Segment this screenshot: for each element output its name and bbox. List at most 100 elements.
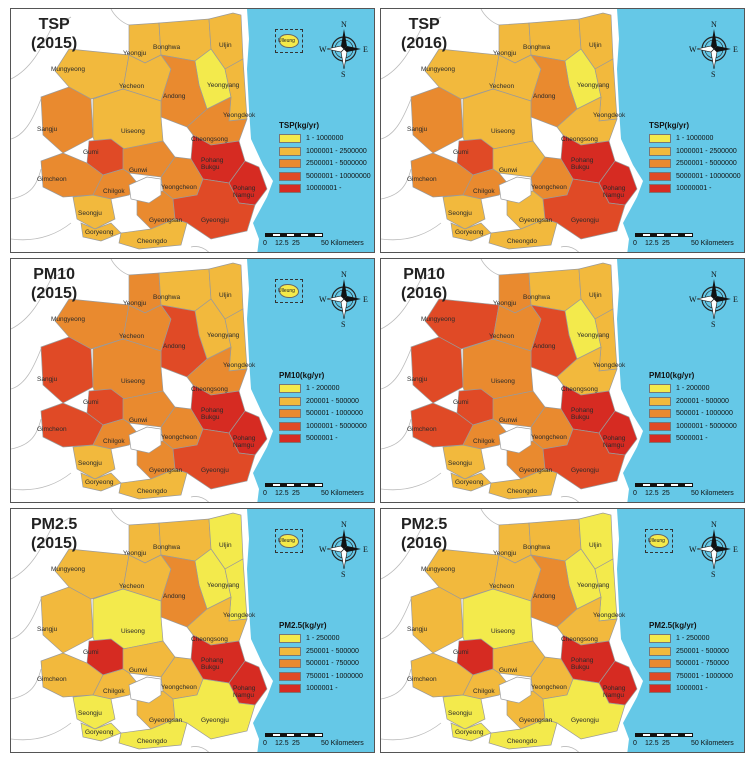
legend-item: 2500001 - 5000000 bbox=[649, 158, 741, 169]
compass-e: E bbox=[733, 45, 738, 54]
sea bbox=[247, 9, 374, 252]
region-label: Mungyeong bbox=[421, 566, 455, 573]
panel-title-pollutant: PM2.5 bbox=[401, 516, 448, 533]
legend-item-label: 5000001 - 10000000 bbox=[306, 172, 371, 180]
region-label: Cheongsong bbox=[191, 386, 228, 393]
region-label: Yecheon bbox=[119, 83, 144, 90]
region-label: Uiseong bbox=[121, 378, 145, 385]
legend-item-label: 1000001 - 5000000 bbox=[676, 422, 737, 430]
region-label: Gyeongju bbox=[571, 217, 599, 224]
region-label: Yeongcheon bbox=[161, 434, 197, 441]
legend: TSP(kg/yr) 1 - 1000000 1000001 - 2500000 25… bbox=[279, 121, 371, 196]
region-label: Gunwi bbox=[499, 417, 517, 424]
region-label: Gyeongsan bbox=[149, 217, 183, 224]
region-label: Pohang Bukgu bbox=[201, 407, 224, 421]
region-cheongdo bbox=[118, 468, 188, 500]
legend-swatch bbox=[649, 684, 671, 693]
region-label: Seongju bbox=[78, 210, 102, 217]
legend-item: 250001 - 500000 bbox=[649, 646, 733, 657]
panel-title: PM10 (2015) bbox=[31, 265, 77, 303]
region-label: Andong bbox=[163, 593, 186, 600]
legend-item: 500001 - 1000000 bbox=[279, 408, 367, 419]
panel-title-pollutant: PM10 bbox=[403, 266, 446, 283]
region-label: Gumi bbox=[453, 399, 469, 406]
legend-item: 10000001 - bbox=[649, 183, 741, 194]
legend-item-label: 1000001 - 5000000 bbox=[306, 422, 367, 430]
legend-item-label: 5000001 - bbox=[676, 435, 708, 442]
scale-tick-label: 12.5 bbox=[275, 490, 289, 497]
outside-boundaries bbox=[381, 9, 580, 252]
map-panel: Yeongju Bonghwa Uljin Mungyeong Yecheon Yeong… bbox=[380, 258, 745, 503]
city-area bbox=[498, 676, 532, 704]
scale-tick-label: 0 bbox=[263, 740, 267, 747]
region-label: Uiseong bbox=[121, 128, 145, 135]
legend-item-label: 500001 - 750000 bbox=[676, 660, 729, 667]
region-label: Yeongyang bbox=[577, 582, 610, 589]
region-label: Goryeong bbox=[85, 229, 114, 236]
sea bbox=[617, 9, 744, 252]
region-label: Gumi bbox=[83, 649, 99, 656]
map-panel: Yeongju Bonghwa Uljin Mungyeong Yecheon Yeong… bbox=[380, 508, 745, 753]
region-sangju bbox=[40, 86, 94, 154]
region-label: Uiseong bbox=[491, 628, 515, 635]
region-label: Uljin bbox=[589, 42, 602, 49]
region-label: Cheongsong bbox=[561, 386, 598, 393]
compass-w: W bbox=[689, 545, 697, 554]
region-label: Yeongju bbox=[493, 550, 517, 557]
scale-tick-label: 12.5 bbox=[645, 740, 659, 747]
region-label: Yeongju bbox=[123, 300, 147, 307]
region-label: Yeongdeok bbox=[593, 362, 626, 369]
compass-n: N bbox=[341, 20, 347, 29]
region-label: Yecheon bbox=[489, 583, 514, 590]
ulleung-island-shape bbox=[279, 534, 299, 548]
legend-title: PM2.5(kg/yr) bbox=[279, 621, 327, 630]
region-gyeongju bbox=[542, 678, 626, 740]
region-label: Sangju bbox=[37, 626, 58, 633]
legend-item-label: 5000001 - bbox=[306, 435, 338, 442]
legend-swatch bbox=[279, 659, 301, 668]
legend-item-label: 2500001 - 5000000 bbox=[676, 160, 737, 167]
region-label: Sangju bbox=[407, 626, 428, 633]
ulleung-island-shape bbox=[649, 534, 669, 548]
compass-s: S bbox=[711, 320, 715, 329]
legend-item: 5000001 - bbox=[649, 433, 737, 444]
region-label: Uljin bbox=[589, 292, 602, 299]
region-label: Pohang Namgu bbox=[233, 185, 256, 199]
legend-swatch bbox=[649, 634, 671, 643]
region-label: Gunwi bbox=[129, 167, 147, 174]
panel-title-pollutant: TSP bbox=[38, 16, 70, 33]
region-label: Gyeongju bbox=[571, 717, 599, 724]
compass-n: N bbox=[711, 520, 717, 529]
region-seongju bbox=[442, 694, 486, 730]
legend-item-label: 10000001 - bbox=[676, 185, 712, 192]
region-label: Seongju bbox=[78, 460, 102, 467]
region-label: Chilgok bbox=[103, 188, 125, 195]
compass-s: S bbox=[711, 70, 715, 79]
scale-tick-label: 25 bbox=[292, 740, 300, 747]
region-seongju bbox=[72, 694, 116, 730]
legend-swatch bbox=[279, 134, 301, 143]
choropleth-map: Yeongju Bonghwa Uljin Mungyeong Yecheon Yeong… bbox=[11, 509, 374, 752]
scale-tick-label: 25 bbox=[662, 740, 670, 747]
region-label: Seongju bbox=[448, 210, 472, 217]
legend-item-label: 5000001 - 10000000 bbox=[676, 172, 741, 180]
legend-item: 1000001 - 5000000 bbox=[279, 421, 367, 432]
legend-item: 1000001 - bbox=[649, 683, 733, 694]
region-label: Mungyeong bbox=[421, 66, 455, 73]
north-arrow-icon: N S W E bbox=[689, 519, 739, 579]
region-label: Sangju bbox=[407, 126, 428, 133]
map-panel: Yeongju Bonghwa Uljin Mungyeong Yecheon Yeong… bbox=[10, 508, 375, 753]
region-label: Cheongsong bbox=[561, 636, 598, 643]
region-cheongdo bbox=[488, 218, 558, 250]
compass-e: E bbox=[363, 545, 368, 554]
region-label: Andong bbox=[533, 93, 556, 100]
region-label: Pohang Namgu bbox=[603, 435, 626, 449]
map-panel: Yeongju Bonghwa Uljin Mungyeong Yecheon Yeong… bbox=[380, 8, 745, 253]
region-label: Yeongju bbox=[123, 50, 147, 57]
scale-bar: 0 12.5 25 50 Kilometers bbox=[631, 231, 743, 251]
region-label: Yeongdeok bbox=[593, 112, 626, 119]
region-label: Gyeongju bbox=[201, 467, 229, 474]
compass-w: W bbox=[319, 45, 327, 54]
north-arrow-icon: N S W E bbox=[689, 19, 739, 79]
region-seongju bbox=[72, 194, 116, 230]
